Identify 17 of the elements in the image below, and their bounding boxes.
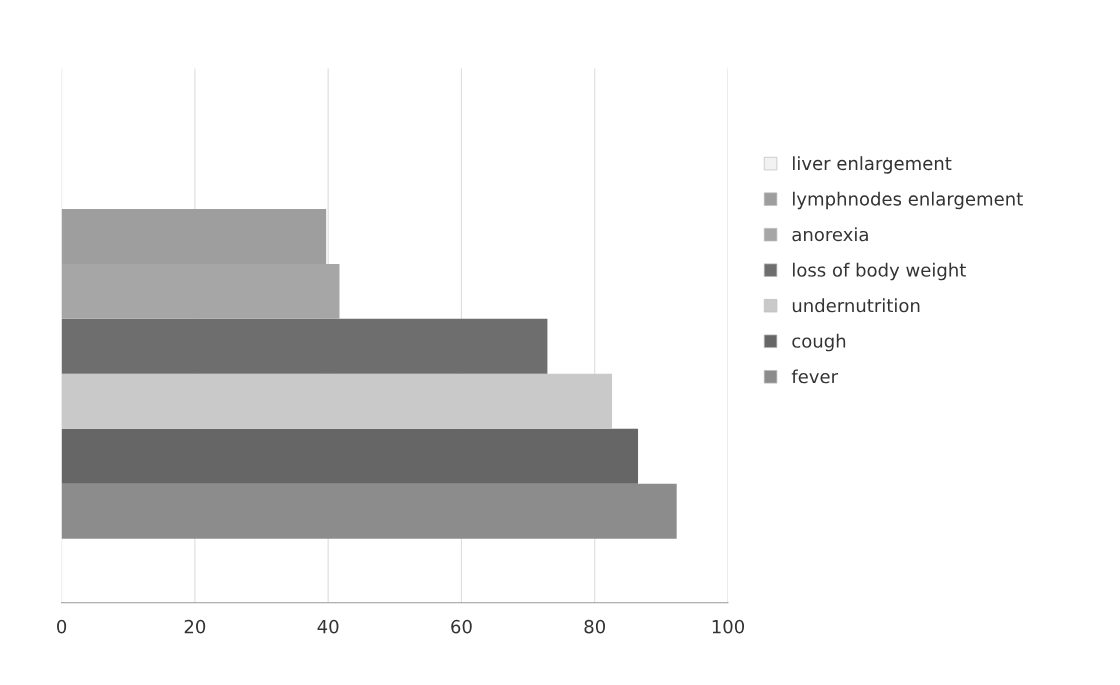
x-tick-label: 100: [712, 619, 745, 634]
x-tick-label: 0: [57, 619, 67, 634]
bar: [61, 373, 613, 429]
legend-label: anorexia: [792, 227, 868, 242]
x-tick-label: 80: [584, 619, 606, 634]
x-tick-label: 40: [317, 619, 339, 634]
bar: [61, 428, 639, 484]
bar: [61, 483, 677, 539]
legend-label: cough: [792, 333, 846, 352]
x-tick-label: 20: [184, 619, 206, 634]
legend-label: loss of body weight: [793, 262, 966, 281]
legend-label: fever: [791, 369, 839, 384]
bar: [61, 318, 548, 374]
legend-label: undernutrition: [792, 298, 920, 313]
x-tick-label: 60: [451, 619, 472, 634]
legend-label: lymphnodes enlargement: [793, 191, 1023, 210]
legend-label: liver enlargement: [793, 156, 952, 174]
